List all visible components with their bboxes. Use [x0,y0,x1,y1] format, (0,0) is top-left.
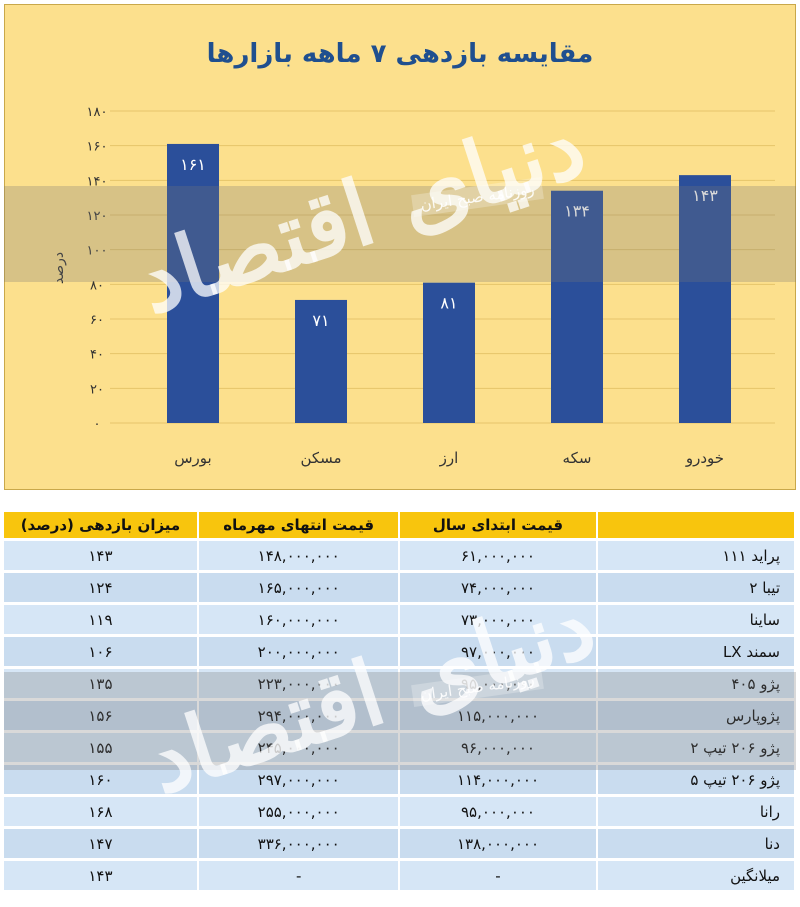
cell-yield: ۱۶۸ [4,797,199,826]
category-labels: بورس مسکن ارز سکه خودرو [174,449,724,467]
cell-start-price: ۱۱۵,۰۰۰,۰۰۰ [400,701,598,730]
table-row: پژو ۴۰۵ ۹۵,۰۰۰,۰۰۰ ۲۲۳,۰۰۰,۰۰۰ ۱۳۵ [4,669,796,698]
cell-name: رانا [597,797,796,826]
cell-start-price: ۱۳۸,۰۰۰,۰۰۰ [400,829,598,858]
bars: ۱۶۱ ۷۱ ۸۱ ۱۳۴ ۱۴۳ [167,143,731,423]
table-row: تیبا ۲ ۷۴,۰۰۰,۰۰۰ ۱۶۵,۰۰۰,۰۰۰ ۱۲۴ [4,573,796,602]
cell-start-price: ۷۴,۰۰۰,۰۰۰ [400,573,598,602]
cell-name: ساینا [597,605,796,634]
y-tick-label: ۱۲۰ [87,209,108,224]
cell-start-price: ۷۳,۰۰۰,۰۰۰ [400,605,598,634]
table-row: پراید ۱۱۱ ۶۱,۰۰۰,۰۰۰ ۱۴۸,۰۰۰,۰۰۰ ۱۴۳ [4,541,796,570]
y-axis-ticks: ۰ ۲۰ ۴۰ ۶۰ ۸۰ ۱۰۰ ۱۲۰ ۱۴۰ ۱۶۰ ۱۸۰ [87,105,108,432]
cell-start-price: ۹۷,۰۰۰,۰۰۰ [400,637,598,666]
bar [295,299,347,423]
cell-name: دنا [597,829,796,858]
table-row: پژو ۲۰۶ تیپ ۵ ۱۱۴,۰۰۰,۰۰۰ ۲۹۷,۰۰۰,۰۰۰ ۱۶… [4,765,796,794]
table-row: پژو ۲۰۶ تیپ ۲ ۹۶,۰۰۰,۰۰۰ ۲۴۵,۰۰۰,۰۰۰ ۱۵۵ [4,733,796,762]
cell-end-price: ۱۴۸,۰۰۰,۰۰۰ [198,541,401,570]
cell-yield: ۱۰۶ [4,637,199,666]
cell-end-price: ۲۹۴,۰۰۰,۰۰۰ [198,701,401,730]
header-yield: میزان بازدهی (درصد) [4,512,199,538]
bar-chart: ۰ ۲۰ ۴۰ ۶۰ ۸۰ ۱۰۰ ۱۲۰ ۱۴۰ ۱۶۰ ۱۸۰ ۱۶۱ ۷۱ ۸۱ ۱۳۴ ۱۴۳ ب… [51,105,775,467]
table-row: رانا ۹۵,۰۰۰,۰۰۰ ۲۵۵,۰۰۰,۰۰۰ ۱۶۸ [4,797,796,826]
cell-name: پژو ۴۰۵ [597,669,796,698]
bar [167,143,219,423]
header-name [597,512,796,538]
cell-start-price: ۹۶,۰۰۰,۰۰۰ [400,733,598,762]
y-tick-label: ۶۰ [90,313,104,328]
cell-yield: ۱۳۵ [4,669,199,698]
table-row: ساینا ۷۳,۰۰۰,۰۰۰ ۱۶۰,۰۰۰,۰۰۰ ۱۱۹ [4,605,796,634]
chart-title: مقایسه بازدهی ۷ ماهه بازارها [206,39,594,69]
category-label: خودرو [685,449,724,467]
y-tick-label: ۱۴۰ [87,174,108,189]
cell-yield: ۱۴۳ [4,541,199,570]
bar-value-label: ۱۴۳ [692,186,718,205]
y-tick-label: ۲۰ [90,382,104,397]
category-label: مسکن [300,449,341,467]
cell-start-price: ۶۱,۰۰۰,۰۰۰ [400,541,598,570]
cell-name: پژو ۲۰۶ تیپ ۲ [597,733,796,762]
bar [423,282,475,423]
bar-value-label: ۱۶۱ [180,155,206,174]
y-tick-label: ۱۸۰ [87,105,108,120]
cell-name: میلانگین [597,861,796,890]
table-row: پژوپارس ۱۱۵,۰۰۰,۰۰۰ ۲۹۴,۰۰۰,۰۰۰ ۱۵۶ [4,701,796,730]
cell-start-price: ۱۱۴,۰۰۰,۰۰۰ [400,765,598,794]
table-row: میلانگین - - ۱۴۳ [4,861,796,890]
cell-end-price: ۲۲۳,۰۰۰,۰۰۰ [198,669,401,698]
bar [551,190,603,423]
cell-end-price: ۳۳۶,۰۰۰,۰۰۰ [198,829,401,858]
y-tick-label: ۸۰ [90,278,104,293]
cell-end-price: ۲۰۰,۰۰۰,۰۰۰ [198,637,401,666]
bar-value-label: ۷۱ [312,311,329,330]
cell-name: تیبا ۲ [597,573,796,602]
cell-start-price: ۹۵,۰۰۰,۰۰۰ [400,797,598,826]
table-header-row: قیمت ابتدای سال قیمت انتهای مهرماه میزان… [4,512,796,538]
y-tick-label: ۴۰ [90,348,104,363]
cell-name: پژو ۲۰۶ تیپ ۵ [597,765,796,794]
table-row: دنا ۱۳۸,۰۰۰,۰۰۰ ۳۳۶,۰۰۰,۰۰۰ ۱۴۷ [4,829,796,858]
cell-yield: ۱۴۷ [4,829,199,858]
cell-end-price: ۱۶۵,۰۰۰,۰۰۰ [198,573,401,602]
cell-start-price: - [400,861,598,890]
y-tick-label: ۱۶۰ [87,140,108,155]
category-label: سکه [563,449,592,467]
cell-yield: ۱۴۳ [4,861,199,890]
car-price-table: قیمت ابتدای سال قیمت انتهای مهرماه میزان… [4,509,796,893]
cell-yield: ۱۲۴ [4,573,199,602]
cell-start-price: ۹۵,۰۰۰,۰۰۰ [400,669,598,698]
chart-panel: مقایسه بازدهی ۷ ماهه بازارها ۰ ۲۰ ۴۰ ۶۰ ۸۰ ۱۰… [4,4,796,490]
y-axis-label: درصد [51,252,67,284]
y-tick-label: ۰ [94,417,101,432]
cell-end-price: ۲۴۵,۰۰۰,۰۰۰ [198,733,401,762]
cell-name: سمند LX [597,637,796,666]
category-label: بورس [174,449,211,467]
cell-yield: ۱۵۶ [4,701,199,730]
cell-end-price: - [198,861,401,890]
bar-value-label: ۱۳۴ [564,202,590,221]
cell-yield: ۱۵۵ [4,733,199,762]
cell-name: پژوپارس [597,701,796,730]
cell-yield: ۱۶۰ [4,765,199,794]
cell-end-price: ۲۹۷,۰۰۰,۰۰۰ [198,765,401,794]
cell-end-price: ۲۵۵,۰۰۰,۰۰۰ [198,797,401,826]
bar [679,175,731,423]
y-tick-label: ۱۰۰ [87,244,108,259]
category-label: ارز [439,449,459,467]
header-start-price: قیمت ابتدای سال [400,512,598,538]
cell-yield: ۱۱۹ [4,605,199,634]
table-row: سمند LX ۹۷,۰۰۰,۰۰۰ ۲۰۰,۰۰۰,۰۰۰ ۱۰۶ [4,637,796,666]
cell-end-price: ۱۶۰,۰۰۰,۰۰۰ [198,605,401,634]
cell-name: پراید ۱۱۱ [597,541,796,570]
bar-value-label: ۸۱ [440,294,457,313]
header-end-price: قیمت انتهای مهرماه [198,512,401,538]
